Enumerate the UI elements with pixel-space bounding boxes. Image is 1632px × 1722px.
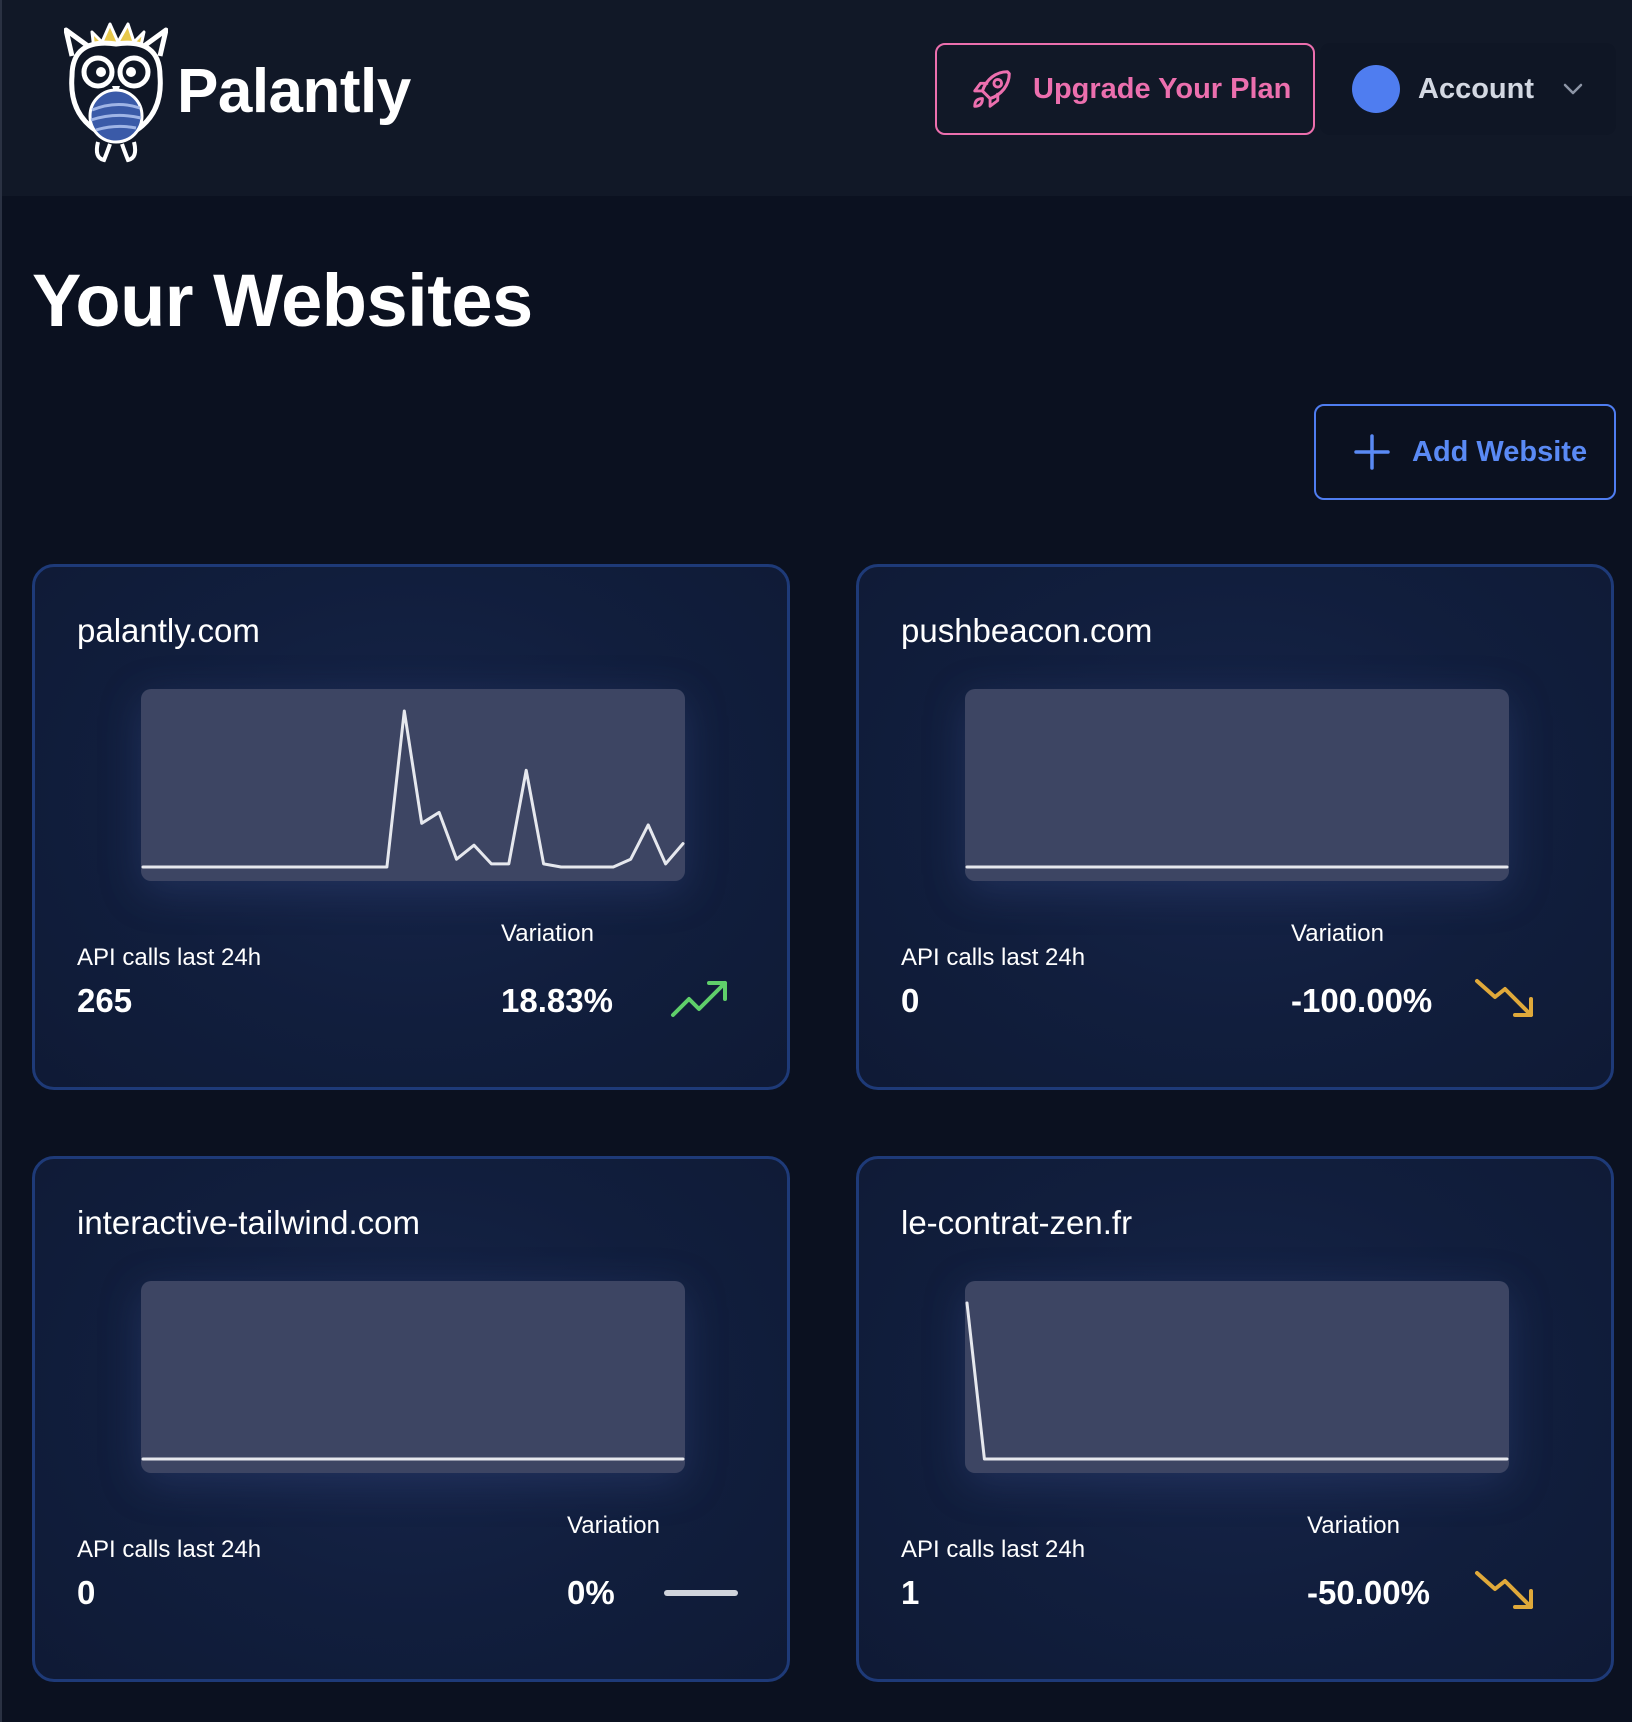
trend-up-icon <box>671 981 727 1017</box>
chevron-down-icon <box>1563 83 1583 95</box>
variation-label: Variation <box>1307 1512 1400 1539</box>
sparkline <box>141 1457 685 1461</box>
upgrade-plan-button[interactable]: Upgrade Your Plan <box>935 43 1315 135</box>
website-name[interactable]: le-contrat-zen.fr <box>901 1204 1133 1241</box>
variation-label: Variation <box>501 920 594 947</box>
variation-value: 18.83% <box>501 982 613 1019</box>
add-website-label: Add Website <box>1412 435 1588 468</box>
website-name[interactable]: palantly.com <box>77 612 260 649</box>
sparkline-series <box>965 1301 1509 1461</box>
website-card[interactable]: palantly.com API calls last 24h 265 Vari… <box>32 564 790 1090</box>
window-edge <box>0 0 2 1722</box>
website-name[interactable]: interactive-tailwind.com <box>77 1204 420 1241</box>
account-menu[interactable]: Account <box>1320 43 1616 135</box>
api-calls-chart <box>141 1281 685 1473</box>
website-name[interactable]: pushbeacon.com <box>901 612 1153 649</box>
api-calls-value: 0 <box>901 982 920 1019</box>
rocket-icon <box>973 70 1011 108</box>
api-calls-value: 1 <box>901 1574 920 1611</box>
website-card[interactable]: pushbeacon.com API calls last 24h 0 Vari… <box>856 564 1614 1090</box>
variation-label: Variation <box>567 1512 660 1539</box>
sparkline <box>141 709 685 869</box>
brand-name[interactable]: Palantly <box>177 57 411 126</box>
api-calls-label: API calls last 24h <box>77 1536 262 1563</box>
website-card[interactable]: interactive-tailwind.com API calls last … <box>32 1156 790 1682</box>
top-navbar: Palantly Upgrade Your Plan Account <box>2 0 1632 196</box>
sparkline <box>965 1301 1509 1461</box>
plus-icon <box>1354 434 1390 470</box>
trend-down-icon <box>1475 979 1533 1017</box>
upgrade-plan-label: Upgrade Your Plan <box>1033 72 1292 105</box>
website-card[interactable]: le-contrat-zen.fr API calls last 24h 1 V… <box>856 1156 1614 1682</box>
variation-value: -50.00% <box>1307 1574 1430 1611</box>
variation-value: -100.00% <box>1291 982 1433 1019</box>
api-calls-label: API calls last 24h <box>901 944 1086 971</box>
variation-value: 0% <box>567 1574 615 1611</box>
api-calls-label: API calls last 24h <box>77 944 262 971</box>
api-calls-chart <box>141 689 685 881</box>
api-calls-chart <box>965 689 1509 881</box>
sparkline-series <box>141 709 685 869</box>
page-title: Your Websites <box>32 259 533 342</box>
api-calls-value: 0 <box>77 1574 96 1611</box>
add-website-button[interactable]: Add Website <box>1314 404 1616 500</box>
owl-logo-icon[interactable] <box>64 16 168 166</box>
api-calls-chart <box>965 1281 1509 1473</box>
avatar <box>1352 65 1400 113</box>
variation-label: Variation <box>1291 920 1384 947</box>
trend-flat-icon <box>664 1590 738 1596</box>
account-label: Account <box>1418 72 1534 105</box>
api-calls-value: 265 <box>77 982 133 1019</box>
trend-down-icon <box>1475 1571 1533 1609</box>
api-calls-label: API calls last 24h <box>901 1536 1086 1563</box>
sparkline <box>965 865 1509 869</box>
